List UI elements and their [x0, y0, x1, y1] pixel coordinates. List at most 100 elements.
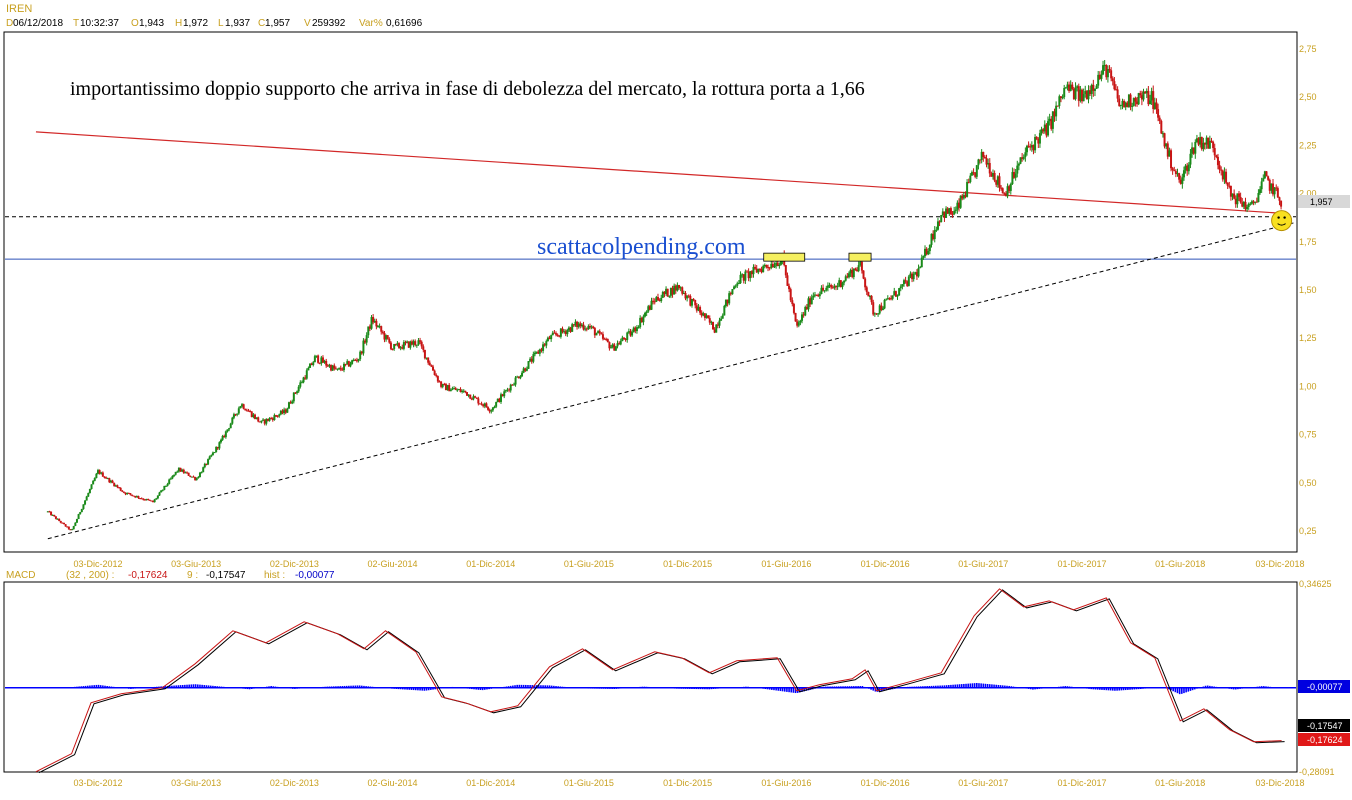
candle	[545, 339, 548, 349]
candle-body	[1103, 65, 1106, 67]
candle	[1158, 115, 1161, 124]
candle-body	[763, 264, 766, 267]
candle-body	[762, 266, 765, 273]
candle-body	[784, 265, 787, 276]
candle	[313, 354, 316, 363]
low-key: L	[218, 18, 224, 29]
candle	[1231, 193, 1234, 201]
candle-body	[260, 420, 263, 423]
candle-body	[1089, 90, 1092, 94]
candle	[153, 498, 156, 503]
smiley-eye	[1283, 216, 1286, 219]
candle	[1093, 88, 1096, 97]
candle-body	[164, 485, 167, 487]
candle	[856, 267, 859, 272]
candle-body	[331, 365, 334, 371]
candle-body	[679, 287, 682, 289]
price-x-tick-dec-2012: 03-Dic-2012	[73, 559, 122, 569]
candle-body	[375, 320, 378, 327]
candle-body	[1079, 89, 1082, 101]
candle-body	[825, 287, 828, 291]
candle-body	[878, 305, 881, 314]
candle	[1165, 143, 1168, 150]
candle	[90, 484, 93, 490]
candle	[454, 386, 457, 391]
candle	[689, 294, 692, 307]
candle	[218, 441, 221, 451]
candle-body	[417, 340, 420, 345]
candle-body	[336, 368, 339, 370]
candle	[996, 175, 999, 188]
candle-body	[833, 286, 836, 288]
candle-body	[1265, 171, 1268, 177]
candle-body	[347, 361, 350, 367]
candle-body	[134, 495, 137, 498]
symbol-label: IREN	[6, 3, 32, 15]
candle	[496, 398, 499, 403]
candle	[564, 329, 567, 337]
candle	[1200, 136, 1203, 151]
candle	[561, 326, 564, 334]
candle-body	[341, 369, 344, 371]
candle-body	[365, 335, 368, 343]
candle	[859, 260, 862, 267]
candle	[1035, 136, 1038, 141]
candle	[619, 338, 622, 346]
candle-body	[932, 233, 935, 240]
candle	[875, 313, 878, 315]
candle	[443, 382, 446, 386]
candle	[1106, 65, 1109, 83]
candle-body	[605, 338, 608, 340]
candle-body	[904, 280, 907, 282]
price-y-tick-3: 2,00	[1299, 189, 1317, 199]
candle	[72, 525, 75, 530]
candle-body	[148, 499, 151, 501]
candle	[767, 264, 770, 272]
candle-body	[216, 446, 219, 449]
candle	[441, 383, 444, 389]
candle	[223, 434, 226, 438]
candle-body	[140, 498, 143, 500]
candle	[169, 477, 172, 480]
candle	[328, 363, 331, 368]
candle-body	[907, 276, 910, 286]
candle-body	[626, 332, 629, 340]
candle	[187, 472, 190, 476]
candle-body	[242, 404, 245, 409]
candle	[46, 511, 49, 513]
candle	[296, 390, 299, 395]
candle	[121, 489, 124, 493]
candle-body	[1145, 90, 1148, 94]
candle	[805, 304, 808, 310]
candle-body	[412, 341, 415, 345]
candle-body	[495, 402, 498, 407]
candle-body	[859, 261, 862, 266]
candle	[453, 386, 456, 390]
candle-body	[914, 272, 917, 274]
candle	[433, 369, 436, 376]
candle	[368, 324, 371, 332]
candle	[983, 155, 986, 159]
candle	[975, 164, 978, 180]
candle	[909, 271, 912, 279]
candle	[1221, 169, 1224, 182]
candle-body	[1205, 137, 1208, 145]
candle	[289, 400, 292, 404]
candle	[417, 337, 420, 346]
candle	[598, 329, 601, 336]
candle	[482, 403, 485, 408]
candle-body	[79, 512, 82, 515]
candle	[205, 463, 208, 466]
candle-body	[860, 261, 863, 271]
price-y-tick-2: 2,25	[1299, 140, 1317, 150]
candle-body	[263, 419, 266, 424]
candle-body	[137, 496, 140, 499]
candle	[678, 284, 681, 290]
candle-body	[92, 480, 95, 485]
candle-body	[622, 337, 625, 340]
candle-body	[1223, 171, 1226, 180]
candle-body	[464, 390, 467, 393]
candle	[1182, 166, 1185, 181]
candle-body	[116, 485, 119, 488]
candle	[166, 482, 169, 487]
